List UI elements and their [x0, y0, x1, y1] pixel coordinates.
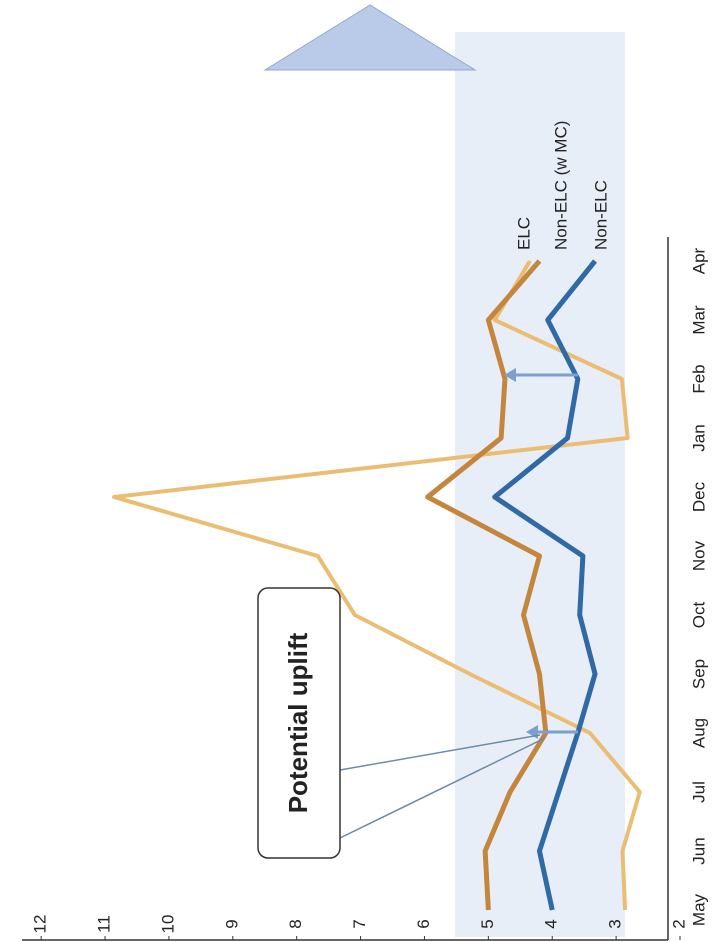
legend-label: Non-ELC (w MC) [551, 121, 570, 250]
series-line [492, 259, 598, 911]
series-layer [111, 259, 642, 911]
x-tick-label: Apr [689, 247, 708, 274]
y-tick-label: 4 [542, 919, 561, 928]
x-tick-label: Jun [689, 837, 708, 864]
y-tick-label: 7 [350, 919, 369, 928]
x-tick-label: Jan [689, 424, 708, 451]
y-tick-label: 8 [286, 919, 305, 928]
x-tick-label: Feb [689, 364, 708, 393]
callout-text: Potential uplift [283, 632, 313, 813]
y-tick-label: 5 [478, 919, 497, 928]
x-tick-label: Sep [689, 659, 708, 689]
y-tick-label: 11 [95, 915, 114, 933]
callout-box [257, 587, 341, 859]
legend-label: Non-ELC [591, 180, 610, 250]
callout-line [339, 734, 541, 771]
x-tick-label: May [689, 893, 708, 926]
x-tick-label: Oct [689, 602, 708, 629]
y-tick-label: 2 [669, 919, 688, 928]
x-tick-label: Mar [689, 305, 708, 335]
y-tick-label: 12 [31, 915, 50, 934]
series-line [425, 259, 549, 911]
highlight-band [455, 32, 625, 937]
y-tick-label: 6 [414, 919, 433, 928]
rotated-plot: Potential uplift 2 3 4 5 6 7 8 9 10 11 12 May Jun Jul… [22, 4, 708, 941]
y-tick-label: 9 [222, 919, 241, 928]
legend-label: ELC [514, 217, 533, 250]
uplift-arrowhead [504, 368, 516, 382]
triangle [263, 4, 477, 71]
x-tick-label: Jul [689, 781, 708, 803]
x-tick-label: Aug [689, 718, 708, 748]
y-tick-label: 10 [158, 915, 177, 934]
x-tick-label: Nov [689, 540, 708, 571]
x-tick-label: Dec [689, 481, 708, 512]
series-line [111, 259, 642, 911]
callout-line [339, 737, 546, 839]
y-tick-label: 3 [606, 919, 625, 928]
